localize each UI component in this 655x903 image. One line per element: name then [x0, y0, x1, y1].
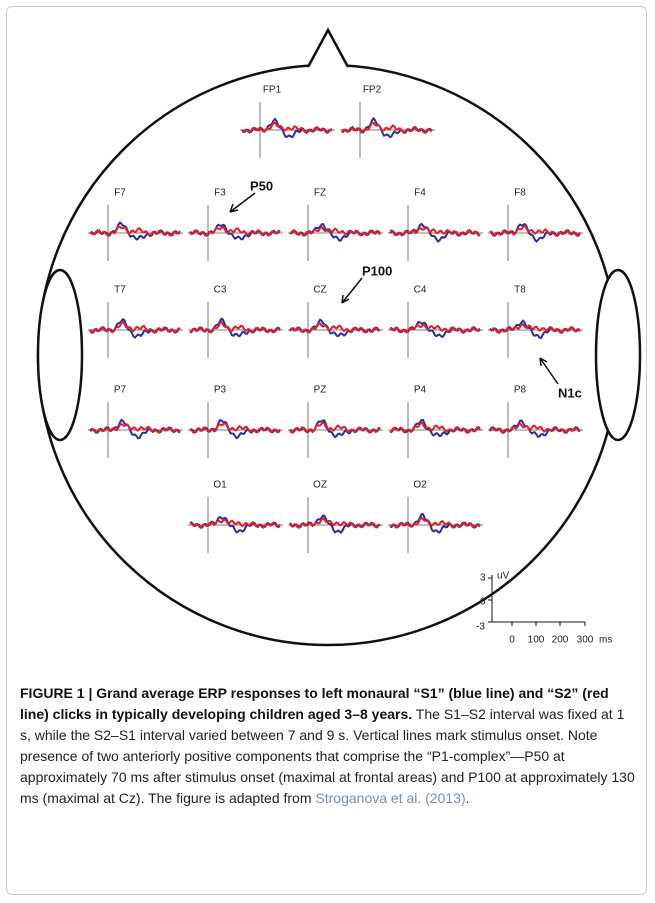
waveform — [389, 516, 481, 529]
scale-bar — [488, 575, 586, 626]
scale-unit: uV — [497, 571, 510, 582]
electrode-label: P7 — [114, 385, 127, 396]
left-ear — [36, 268, 84, 442]
caption-title: FIGURE 1 | Grand average ERP responses t… — [20, 685, 609, 722]
electrode-label: P4 — [414, 385, 427, 396]
electrode-label: FZ — [314, 188, 326, 199]
annotation: N1c — [558, 385, 582, 400]
right-ear — [594, 268, 642, 442]
electrode-label: PZ — [314, 385, 327, 396]
waveform — [89, 320, 181, 335]
caption: FIGURE 1 | Grand average ERP responses t… — [20, 683, 638, 809]
electrode-label: OZ — [313, 480, 327, 491]
electrode-label: FP2 — [363, 85, 382, 96]
waveform — [489, 224, 581, 238]
waveform — [189, 320, 281, 334]
scale-x: 200 — [552, 635, 569, 646]
waveform — [341, 121, 433, 135]
electrode-label: P3 — [214, 385, 227, 396]
electrode-label: C4 — [414, 285, 427, 296]
scale-unit: ms — [599, 635, 612, 646]
waveform — [489, 422, 581, 435]
electrode-label: F7 — [114, 188, 126, 199]
electrode-label: C3 — [214, 285, 227, 296]
electrode-label: O1 — [213, 480, 227, 491]
waveform — [489, 323, 581, 335]
arrow — [539, 357, 559, 385]
waveform — [189, 225, 281, 237]
reference-link[interactable]: Stroganova et al. (2013) — [315, 790, 466, 806]
waveform — [289, 516, 381, 529]
figure-frame — [6, 6, 647, 895]
scale-x: 300 — [577, 635, 594, 646]
electrode-label: O2 — [413, 480, 427, 491]
electrode-label: F4 — [414, 188, 426, 199]
waveform — [189, 518, 281, 530]
electrode-label: F8 — [514, 188, 526, 199]
electrode-label: P8 — [514, 385, 527, 396]
waveform — [89, 225, 181, 238]
electrode-label: F3 — [214, 188, 226, 199]
waveform — [489, 419, 581, 439]
scale-y: 0 — [480, 597, 486, 608]
arrow — [341, 277, 363, 304]
head — [36, 63, 620, 647]
caption-end: . — [465, 790, 470, 806]
caption-text: The S1–S2 interval was fixed at 1 s, whi… — [20, 706, 635, 806]
waveform — [289, 222, 381, 243]
electrode-label: T8 — [514, 285, 526, 296]
scale-x: 100 — [528, 635, 545, 646]
annotation: P50 — [250, 178, 273, 193]
scale-x: 0 — [509, 635, 515, 646]
waveform — [289, 420, 381, 434]
head-map: 3 uV 0 -3 0 100 200 300 ms P50 P100 N1c … — [36, 27, 642, 647]
nose — [306, 27, 350, 68]
waveform — [289, 322, 381, 334]
waveform — [389, 419, 481, 438]
waveform — [389, 324, 481, 334]
arrow — [229, 192, 256, 213]
electrode-label: FP1 — [263, 85, 282, 96]
waveform — [189, 421, 281, 434]
scale-y: -3 — [476, 622, 485, 633]
electrode-label: T7 — [114, 285, 126, 296]
electrode-label: CZ — [313, 285, 326, 296]
waveform — [241, 121, 333, 134]
scale-y: 3 — [480, 573, 486, 584]
annotation: P100 — [362, 263, 392, 278]
waveform — [389, 421, 481, 434]
waveform — [89, 423, 181, 435]
waveform — [289, 225, 381, 237]
waveform — [389, 226, 481, 237]
